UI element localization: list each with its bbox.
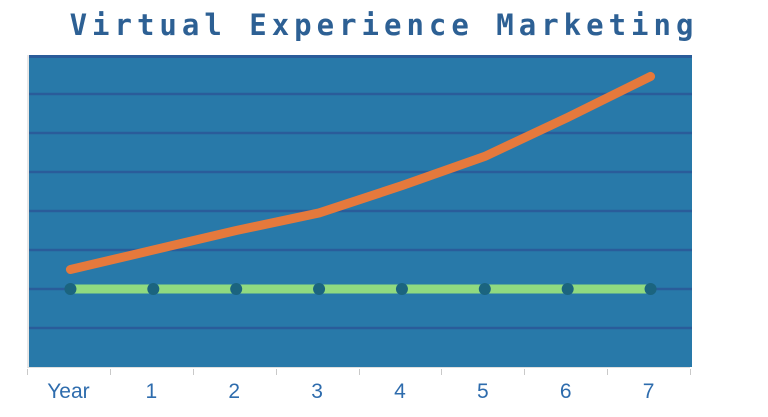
x-axis-tick bbox=[27, 369, 28, 375]
flat-baseline-marker bbox=[147, 283, 160, 295]
x-axis-label: 6 bbox=[559, 380, 572, 403]
x-axis-tick bbox=[275, 369, 277, 375]
x-axis-label: 7 bbox=[642, 380, 655, 403]
x-axis-tick bbox=[441, 369, 443, 375]
flat-baseline-marker bbox=[395, 283, 408, 295]
x-axis-tick bbox=[192, 369, 194, 375]
x-axis-tick bbox=[109, 369, 111, 375]
x-axis bbox=[27, 367, 691, 375]
chart-title: Virtual Experience Marketing bbox=[69, 8, 699, 42]
flat-baseline-marker bbox=[230, 283, 243, 295]
x-axis-label: 1 bbox=[145, 380, 158, 403]
flat-baseline-marker bbox=[478, 283, 491, 295]
x-axis-tick bbox=[524, 369, 526, 375]
line-chart bbox=[29, 55, 692, 367]
x-axis-label: Year bbox=[47, 380, 90, 403]
x-axis-label: 2 bbox=[228, 380, 241, 403]
flat-baseline-marker bbox=[64, 283, 77, 295]
x-axis-label: 3 bbox=[311, 380, 323, 403]
flat-baseline-marker bbox=[561, 283, 574, 295]
x-axis-labels: Year 1 2 3 4 5 6 7 bbox=[27, 379, 690, 405]
flat-baseline-marker bbox=[313, 283, 326, 295]
plot-area bbox=[27, 55, 692, 367]
flat-baseline-marker bbox=[644, 283, 657, 295]
x-axis-tick bbox=[690, 369, 691, 375]
x-axis-label: 5 bbox=[476, 380, 489, 403]
x-axis-tick bbox=[607, 369, 609, 375]
x-axis-label: 4 bbox=[394, 380, 406, 403]
growth-curve-line bbox=[65, 71, 656, 274]
x-axis-tick bbox=[358, 369, 360, 375]
